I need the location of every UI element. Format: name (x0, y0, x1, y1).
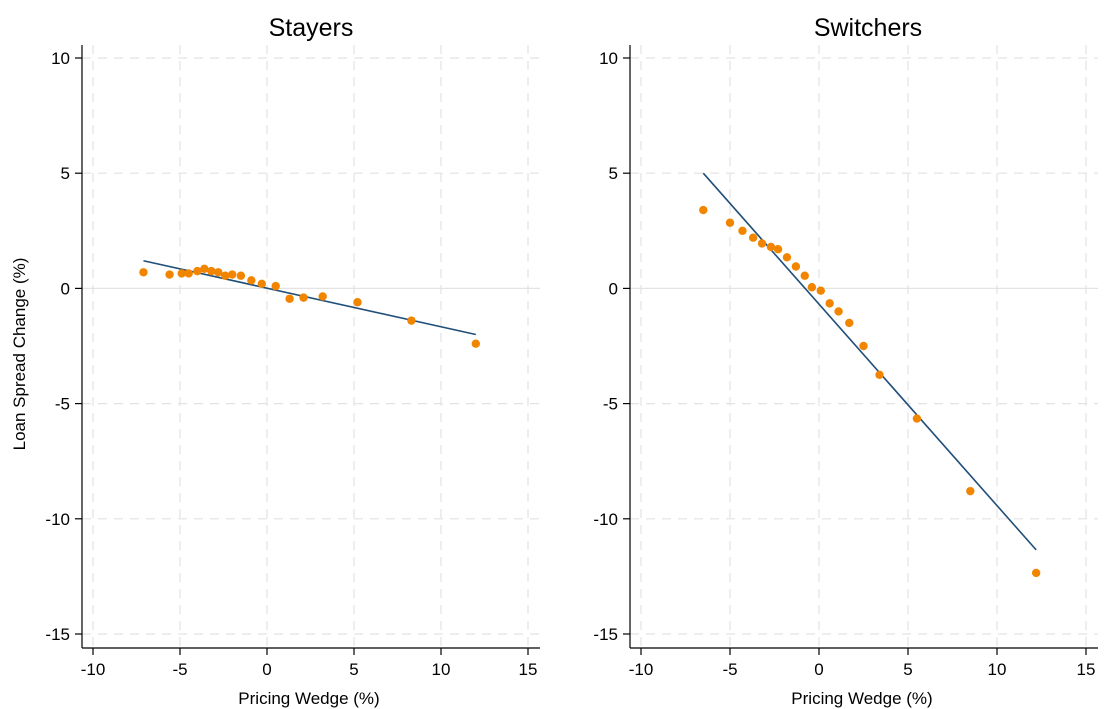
y-tick-label: -10 (593, 510, 618, 529)
data-point (318, 292, 327, 301)
data-point (207, 266, 216, 276)
x-axis-title: Pricing Wedge (%) (791, 689, 932, 708)
data-point (1031, 568, 1041, 578)
data-point (407, 316, 416, 325)
x-tick-label: 15 (1077, 660, 1096, 679)
x-tick-label: -5 (722, 660, 737, 679)
data-point (699, 205, 708, 215)
data-point (471, 339, 480, 348)
y-tick-label: 5 (609, 164, 618, 183)
data-point (221, 271, 230, 280)
data-point (184, 269, 193, 278)
x-axis-title: Pricing Wedge (%) (238, 689, 379, 708)
data-point (165, 270, 174, 279)
y-axis-title: Loan Spread Change (%) (10, 258, 29, 451)
y-tick-label: -5 (603, 395, 618, 414)
data-point (271, 281, 280, 291)
panel-switchers: -10 -5 0 5 10 15 -15 -10 -5 0 5 10 Switchers Pricing … (593, 14, 1098, 708)
x-tick-label: 5 (349, 660, 358, 679)
y-tick-label: -5 (55, 395, 70, 414)
x-tick-label: 0 (814, 660, 823, 679)
y-tick-label: -10 (45, 510, 70, 529)
y-tick-label: -15 (45, 625, 70, 644)
y-tick-label: 0 (609, 279, 618, 298)
data-point (299, 293, 308, 302)
x-tick-label: 10 (988, 660, 1007, 679)
data-point (193, 266, 202, 276)
data-point (859, 341, 868, 351)
x-tick-label: -5 (172, 660, 187, 679)
data-point (748, 233, 758, 242)
panel-stayers: -10 -5 0 5 10 15 -15 -10 -5 0 5 10 Stayers Pricing We… (10, 14, 540, 708)
y-tick-label: 0 (61, 279, 70, 298)
data-point (353, 298, 362, 307)
data-point (966, 486, 975, 496)
data-point (725, 218, 735, 227)
data-point (912, 414, 922, 423)
data-point (285, 294, 294, 303)
data-point (782, 253, 792, 262)
y-tick-label: -15 (593, 625, 618, 644)
x-tick-label: -10 (81, 660, 106, 679)
x-tick-label: 0 (262, 660, 271, 679)
y-tick-label: 10 (599, 49, 618, 68)
data-point (875, 370, 884, 379)
data-point (177, 269, 186, 278)
data-point (247, 276, 256, 285)
data-point (800, 271, 809, 280)
data-point (834, 307, 843, 316)
data-point (139, 268, 148, 277)
data-point (766, 242, 776, 252)
x-tick-label: 5 (903, 660, 912, 679)
data-point (757, 239, 767, 248)
data-point (214, 268, 223, 277)
data-point (738, 226, 747, 235)
data-point (807, 283, 817, 292)
data-point (825, 299, 834, 308)
data-point (228, 270, 237, 279)
data-point (236, 271, 246, 280)
data-point (773, 245, 783, 254)
panel-title: Switchers (814, 14, 922, 42)
fit-line (702, 172, 1037, 551)
data-point (200, 264, 209, 274)
x-tick-label: -10 (629, 660, 654, 679)
data-point (816, 286, 825, 295)
data-point (257, 279, 266, 288)
y-tick-label: 10 (51, 49, 70, 68)
x-tick-label: 15 (519, 660, 538, 679)
data-point (845, 318, 854, 328)
data-point (791, 262, 801, 271)
x-tick-label: 10 (432, 660, 451, 679)
panel-title: Stayers (269, 14, 354, 42)
y-tick-label: 5 (61, 164, 70, 183)
